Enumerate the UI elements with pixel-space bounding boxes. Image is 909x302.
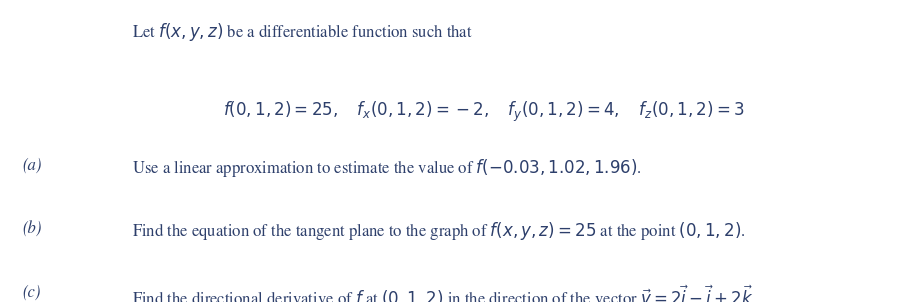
Text: (c): (c) xyxy=(23,284,41,301)
Text: Let $f(x, y, z)$ be a differentiable function such that: Let $f(x, y, z)$ be a differentiable fun… xyxy=(132,21,473,43)
Text: (b): (b) xyxy=(23,220,42,237)
Text: Find the directional derivative of $f$ at $(0, 1, 2)$ in the direction of the ve: Find the directional derivative of $f$ a… xyxy=(132,284,756,302)
Text: Find the equation of the tangent plane to the graph of $f(x, y, z) = 25$ at the : Find the equation of the tangent plane t… xyxy=(132,220,745,243)
Text: Use a linear approximation to estimate the value of $f(-0.03, 1.02, 1.96)$.: Use a linear approximation to estimate t… xyxy=(132,157,642,179)
Text: (a): (a) xyxy=(23,157,42,174)
Text: $f(0,1,2) = 25, \quad f_x(0,1,2) = -2, \quad f_y(0,1,2) = 4, \quad f_z(0,1,2) = : $f(0,1,2) = 25, \quad f_x(0,1,2) = -2, \… xyxy=(223,100,744,124)
